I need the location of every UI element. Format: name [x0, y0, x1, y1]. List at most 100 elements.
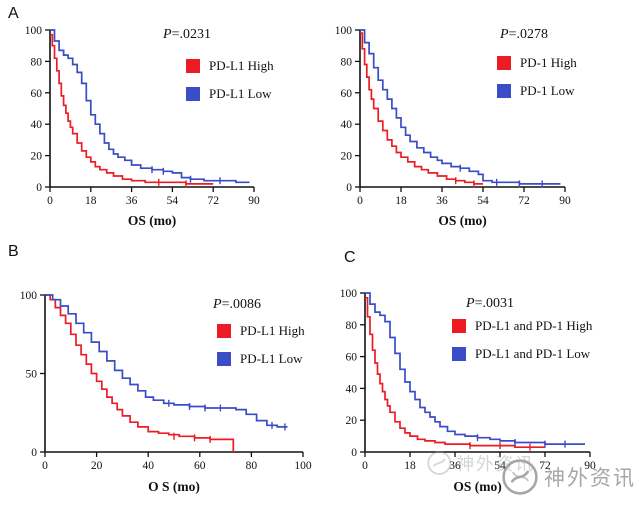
svg-text:18: 18 [404, 460, 416, 472]
legend-label: PD-1 High [520, 55, 577, 70]
svg-text:72: 72 [539, 460, 551, 472]
svg-text:0: 0 [346, 182, 352, 194]
svg-text:O S (mo): O S (mo) [148, 479, 200, 494]
svg-text:OS (mo): OS (mo) [438, 213, 486, 228]
km-plot-b: 0 20 40 60 80 100 0 50 100 O S (mo) [20, 290, 312, 494]
svg-text:OS (mo): OS (mo) [128, 213, 176, 228]
legend-item: PD-L1 High [217, 323, 305, 339]
svg-text:72: 72 [518, 195, 530, 207]
svg-text:60: 60 [31, 88, 43, 100]
svg-text:54: 54 [167, 195, 179, 207]
km-panel-a-left: 0 18 36 54 72 90 0 20 40 60 80 100 OS (mo) P=.0231 P… [12, 2, 312, 232]
svg-text:90: 90 [248, 195, 260, 207]
km-plot-a-right: 0 18 36 54 72 90 0 20 40 60 80 100 OS (mo) [335, 25, 571, 228]
legend-swatch-blue [452, 347, 466, 361]
svg-text:100: 100 [335, 25, 353, 37]
panel-label-b: B [8, 243, 19, 260]
svg-text:0: 0 [351, 447, 357, 459]
panel-label-c: C [344, 249, 356, 266]
svg-text:0: 0 [357, 195, 363, 207]
legend-label: PD-L1 High [240, 323, 305, 338]
svg-text:0: 0 [31, 447, 37, 459]
svg-text:40: 40 [346, 383, 358, 395]
legend-swatch-blue [497, 84, 511, 98]
legend-swatch-blue [186, 87, 200, 101]
p-value: P=.0231 [163, 27, 211, 43]
legend-swatch-red [452, 319, 466, 333]
svg-text:20: 20 [31, 151, 43, 163]
svg-text:100: 100 [294, 460, 312, 472]
legend-swatch-red [217, 324, 231, 338]
p-value: P=.0278 [500, 27, 548, 43]
svg-text:100: 100 [340, 288, 358, 300]
legend-item: PD-1 Low [497, 83, 577, 99]
svg-text:36: 36 [436, 195, 448, 207]
svg-text:72: 72 [207, 195, 219, 207]
km-panel-b: 0 20 40 60 80 100 0 50 100 O S (mo) P=.0086 PD-L1… [5, 253, 335, 498]
svg-text:90: 90 [559, 195, 571, 207]
legend-item: PD-L1 and PD-1 Low [452, 346, 592, 362]
legend-swatch-red [497, 56, 511, 70]
svg-text:80: 80 [341, 56, 353, 68]
p-number: =.0278 [508, 27, 548, 42]
p-symbol: P [466, 296, 475, 311]
svg-text:20: 20 [346, 415, 358, 427]
svg-text:100: 100 [25, 25, 43, 37]
svg-text:60: 60 [346, 352, 358, 364]
legend-item: PD-L1 High [186, 58, 274, 74]
km-plot-c: 0 18 36 54 72 90 0 20 40 60 80 100 OS (mo) [340, 288, 596, 494]
legend-item: PD-1 High [497, 55, 577, 71]
svg-text:0: 0 [362, 460, 368, 472]
legend-item: PD-L1 Low [217, 351, 305, 367]
panel-label-a: A [8, 5, 19, 22]
legend: PD-L1 High PD-L1 Low [186, 58, 274, 102]
svg-text:80: 80 [246, 460, 258, 472]
legend-label: PD-L1 Low [240, 351, 303, 366]
svg-text:54: 54 [477, 195, 489, 207]
p-symbol: P [500, 27, 509, 42]
legend-item: PD-L1 and PD-1 High [452, 318, 592, 334]
legend-label: PD-L1 and PD-1 Low [475, 346, 591, 361]
legend-label: PD-1 Low [520, 83, 575, 98]
svg-text:36: 36 [449, 460, 461, 472]
p-number: =.0031 [474, 296, 514, 311]
km-panel-a-right: 0 18 36 54 72 90 0 20 40 60 80 100 OS (mo) P=.0278 P… [325, 2, 625, 232]
svg-text:0: 0 [36, 182, 42, 194]
legend-swatch-red [186, 59, 200, 73]
svg-text:OS (mo): OS (mo) [453, 479, 501, 494]
svg-text:50: 50 [26, 369, 38, 381]
p-value: P=.0031 [466, 296, 514, 312]
svg-text:20: 20 [91, 460, 103, 472]
legend: PD-1 High PD-1 Low [497, 55, 577, 99]
p-number: =.0086 [221, 297, 261, 312]
p-value: P=.0086 [213, 297, 261, 313]
svg-text:40: 40 [31, 119, 43, 131]
svg-text:36: 36 [126, 195, 138, 207]
svg-text:90: 90 [584, 460, 596, 472]
svg-text:80: 80 [346, 320, 358, 332]
svg-text:100: 100 [20, 290, 38, 302]
svg-text:18: 18 [395, 195, 407, 207]
legend-swatch-blue [217, 352, 231, 366]
legend-label: PD-L1 and PD-1 High [475, 318, 593, 333]
svg-text:20: 20 [341, 151, 353, 163]
svg-text:40: 40 [341, 119, 353, 131]
svg-text:60: 60 [194, 460, 206, 472]
p-symbol: P [213, 297, 222, 312]
svg-text:18: 18 [85, 195, 97, 207]
legend-label: PD-L1 High [209, 58, 274, 73]
svg-text:80: 80 [31, 56, 43, 68]
svg-text:60: 60 [341, 88, 353, 100]
km-plot-a-left: 0 18 36 54 72 90 0 20 40 60 80 100 OS (mo) [25, 25, 260, 228]
legend-item: PD-L1 Low [186, 86, 274, 102]
legend: PD-L1 and PD-1 High PD-L1 and PD-1 Low [452, 318, 592, 362]
km-panel-c: 0 18 36 54 72 90 0 20 40 60 80 100 OS (mo) P=.0031 P… [335, 258, 635, 498]
svg-text:40: 40 [142, 460, 154, 472]
legend-label: PD-L1 Low [209, 86, 272, 101]
p-symbol: P [163, 27, 172, 42]
p-number: =.0231 [171, 27, 211, 42]
legend: PD-L1 High PD-L1 Low [217, 323, 305, 367]
svg-text:54: 54 [494, 460, 506, 472]
svg-text:0: 0 [47, 195, 53, 207]
